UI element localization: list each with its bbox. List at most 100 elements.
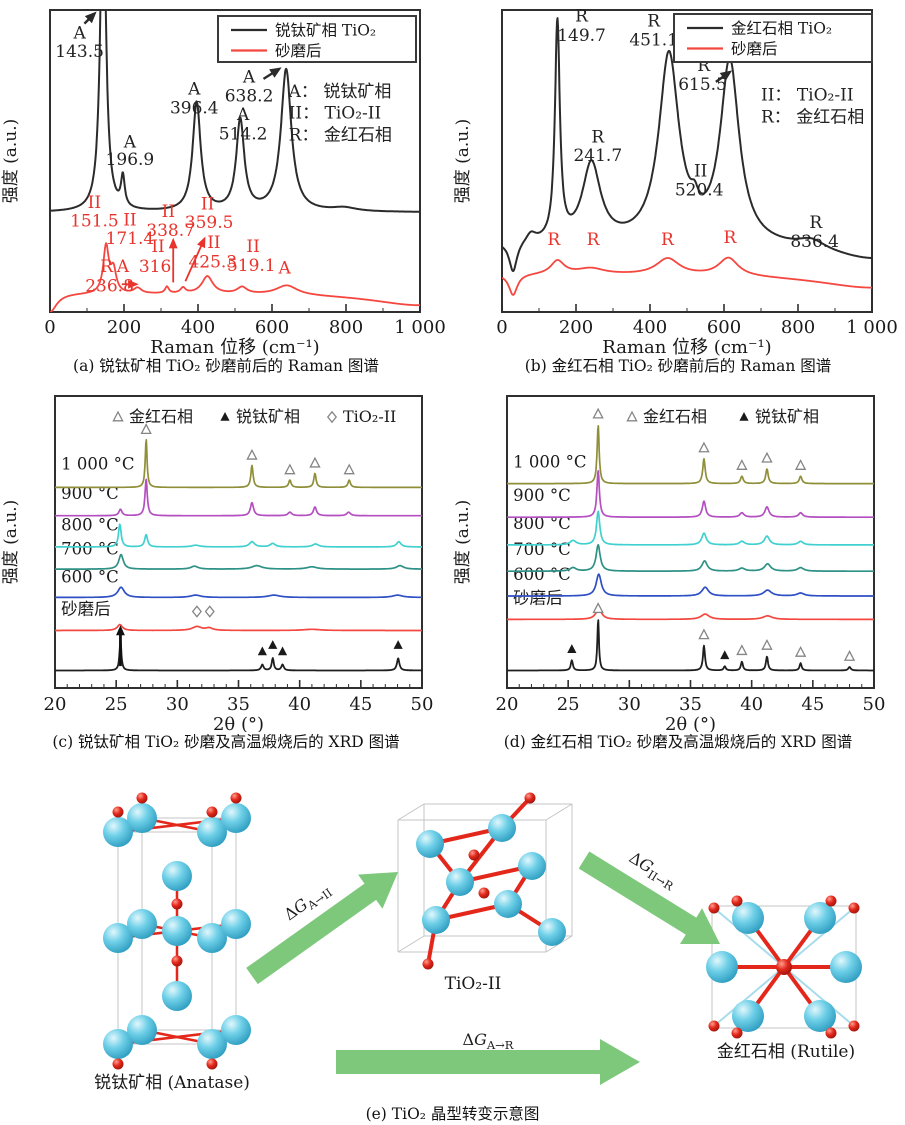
peak-annotation: A <box>236 105 250 125</box>
peak-annotation: 425.3 <box>188 252 237 272</box>
series-label: 600 °C <box>61 567 119 586</box>
legend-label: TiO₂-II <box>343 407 396 426</box>
o-atom <box>524 792 536 804</box>
tri-filled-marker <box>720 650 730 660</box>
o-atom <box>708 1020 720 1032</box>
free-energy-label: ΔGA→R <box>463 1030 514 1052</box>
caption-b: (b) 金红石相 TiO₂ 砂磨前后的 Raman 图谱 <box>524 357 832 375</box>
series-curve-5 <box>507 469 874 519</box>
bond <box>397 935 425 953</box>
series-label: 700 °C <box>61 539 119 558</box>
o-atom <box>422 958 434 970</box>
tri-open-marker <box>736 644 748 656</box>
bond <box>397 803 425 821</box>
o-atom <box>112 1058 124 1070</box>
series-curve-0 <box>502 17 872 272</box>
annotation-arrow <box>184 241 204 282</box>
series-curve-0 <box>55 640 422 672</box>
peak-annotation: II <box>201 194 214 214</box>
tri-open-marker <box>794 645 807 657</box>
peak-annotation: 236.8 <box>85 276 134 296</box>
o-atom <box>478 887 490 899</box>
y-axis-label: 强度 (a.u.) <box>453 119 473 204</box>
xrd-chart-rutile: 20 25 30 35 40 45 50 2θ (°) 强度 (a.u.) 砂磨后 600 °C 70… <box>453 395 886 732</box>
ti-atom <box>538 918 566 946</box>
x-tick-label: 40 <box>288 694 311 715</box>
peak-annotation: 241.7 <box>573 146 622 166</box>
xrd-chart-anatase: 20 25 30 35 40 45 50 2θ (°) 强度 (a.u.) 砂磨后 600 °C 70… <box>1 395 433 732</box>
x-tick-label: 400 <box>181 317 215 338</box>
peak-annotation: 316 <box>139 257 171 277</box>
axes: 20 25 30 35 40 45 50 2θ (°) 强度 (a.u.) <box>1 395 433 732</box>
ti-atom <box>162 861 192 891</box>
x-tick-label: 1 000 <box>846 317 898 338</box>
peak-annotation: R <box>587 230 601 250</box>
series-curve-0 <box>507 619 874 672</box>
ti-atom <box>416 830 444 858</box>
x-axis-label: 2θ (°) <box>665 714 716 732</box>
ti-atom <box>221 803 251 833</box>
annotation-arrowhead <box>84 11 97 24</box>
series-label: 砂磨后 <box>61 599 111 618</box>
peak-annotation: A <box>242 67 256 87</box>
ti-atom <box>221 909 251 939</box>
tri-filled-marker <box>268 640 278 649</box>
panel-c: 20 25 30 35 40 45 50 2θ (°) 强度 (a.u.) 砂磨后 600 °C 70… <box>0 382 452 752</box>
ti-atom <box>830 951 862 983</box>
peak-annotation: 396.4 <box>170 99 219 119</box>
legend-label: 砂磨后 <box>731 40 778 58</box>
peak-annotation: 171.4 <box>106 229 155 249</box>
annotation-arrowhead <box>719 70 733 82</box>
tri-open-marker <box>736 459 748 470</box>
ti-atom <box>103 817 133 847</box>
bond <box>713 907 785 968</box>
anatase-label: 锐钛矿相 (Anatase) <box>94 1073 250 1093</box>
legend-label: 锐钛矿相 <box>755 407 819 426</box>
caption-a: (a) 锐钛矿相 TiO₂ 砂磨前后的 Raman 图谱 <box>73 357 379 375</box>
peak-arrowhead <box>116 625 125 636</box>
ti-atom <box>221 1015 251 1045</box>
tri-open-marker <box>698 628 710 640</box>
tri-filled-marker <box>220 412 230 421</box>
peak-annotation: A <box>116 257 130 277</box>
peak-annotation: II <box>162 202 175 222</box>
legend: 锐钛矿相 TiO₂ 砂磨后 <box>217 15 417 63</box>
series-curve-4 <box>507 510 874 546</box>
x-tick-label: 40 <box>740 694 763 715</box>
tri-open-marker <box>843 650 856 661</box>
x-tick-label: 45 <box>349 694 372 715</box>
bond <box>783 907 855 968</box>
series-curve-3 <box>55 553 422 570</box>
peak-annotation: II： TiO₂-II <box>761 86 854 106</box>
series-curve-1 <box>55 623 422 632</box>
series-curve-1 <box>502 256 872 296</box>
o-atom <box>171 898 183 910</box>
tri-open-marker <box>309 456 321 468</box>
x-tick-label: 20 <box>496 694 519 715</box>
peak-annotation: 520.4 <box>675 181 724 201</box>
series-curve-2 <box>507 573 874 597</box>
peak-annotation: A： 锐钛矿相 <box>288 82 392 102</box>
peak-annotation: R <box>809 213 823 233</box>
x-tick-label: 1 000 <box>394 317 446 338</box>
legend-label: 砂磨后 <box>275 42 322 60</box>
o-atom <box>136 792 148 804</box>
x-tick-label: 50 <box>863 694 886 715</box>
o-atom <box>230 792 242 804</box>
series-curve-1 <box>50 242 420 312</box>
x-tick-label: 0 <box>44 317 55 338</box>
tri-filled-marker <box>257 646 267 656</box>
tri-filled-marker <box>393 640 403 649</box>
series-label: 砂磨后 <box>513 588 563 607</box>
x-tick-label: 800 <box>781 317 815 338</box>
diamond-open-marker <box>191 605 202 618</box>
o-atom <box>825 895 837 907</box>
ti-atom <box>804 902 836 934</box>
tri-open-marker <box>343 463 355 475</box>
ti-atom <box>197 923 227 953</box>
ti-atom <box>127 1015 157 1045</box>
series-label: 700 °C <box>513 540 571 559</box>
peak-annotation: A <box>277 258 291 278</box>
raman-chart-rutile: 0 200 400 600 800 1 000 Raman 位移 (cm⁻¹) 强度 (a.u… <box>453 6 898 356</box>
